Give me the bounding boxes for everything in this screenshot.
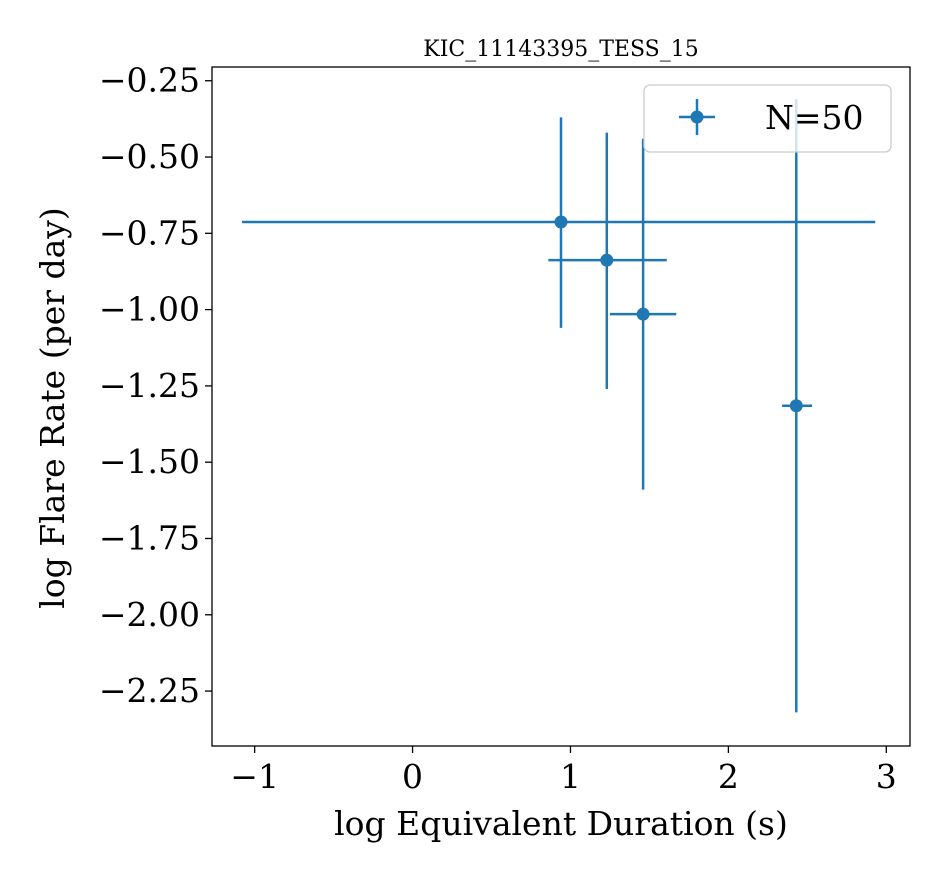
x-tick-label: −1 (230, 757, 279, 796)
legend-marker (679, 99, 715, 135)
data-point (600, 253, 614, 267)
y-tick-label: −0.50 (99, 137, 200, 176)
plot-area-frame (211, 66, 911, 747)
y-tick-label: −1.75 (99, 518, 200, 557)
y-axis-label: log Flare Rate (per day) (33, 207, 72, 609)
data-series (242, 99, 876, 713)
chart-title: KIC_11143395_TESS_15 (423, 37, 698, 62)
x-tick-label: 1 (560, 757, 581, 796)
y-tick-label: −1.25 (99, 366, 200, 405)
x-axis-ticks: −1 0 1 2 3 (230, 746, 897, 796)
y-axis-ticks: −0.25 −0.50 −0.75 −1.00 −1.25 −1.50 −1.75 −2.00… (99, 61, 212, 710)
legend-point (690, 110, 704, 124)
x-tick-label: 3 (876, 757, 897, 796)
legend-entry-label: N=50 (765, 98, 864, 137)
y-tick-label: −2.00 (99, 595, 200, 634)
data-point (554, 215, 568, 229)
y-tick-label: −2.25 (99, 671, 200, 710)
x-axis-label: log Equivalent Duration (s) (334, 804, 788, 843)
y-tick-label: −1.50 (99, 442, 200, 481)
x-tick-label: 2 (718, 757, 739, 796)
data-point (789, 399, 803, 413)
x-tick-label: 0 (402, 757, 423, 796)
legend-box (643, 84, 892, 153)
legend: N=50 (643, 84, 892, 153)
y-tick-label: −1.00 (99, 290, 200, 329)
data-point (636, 307, 650, 321)
y-tick-label: −0.25 (99, 61, 200, 100)
y-tick-label: −0.75 (99, 213, 200, 252)
